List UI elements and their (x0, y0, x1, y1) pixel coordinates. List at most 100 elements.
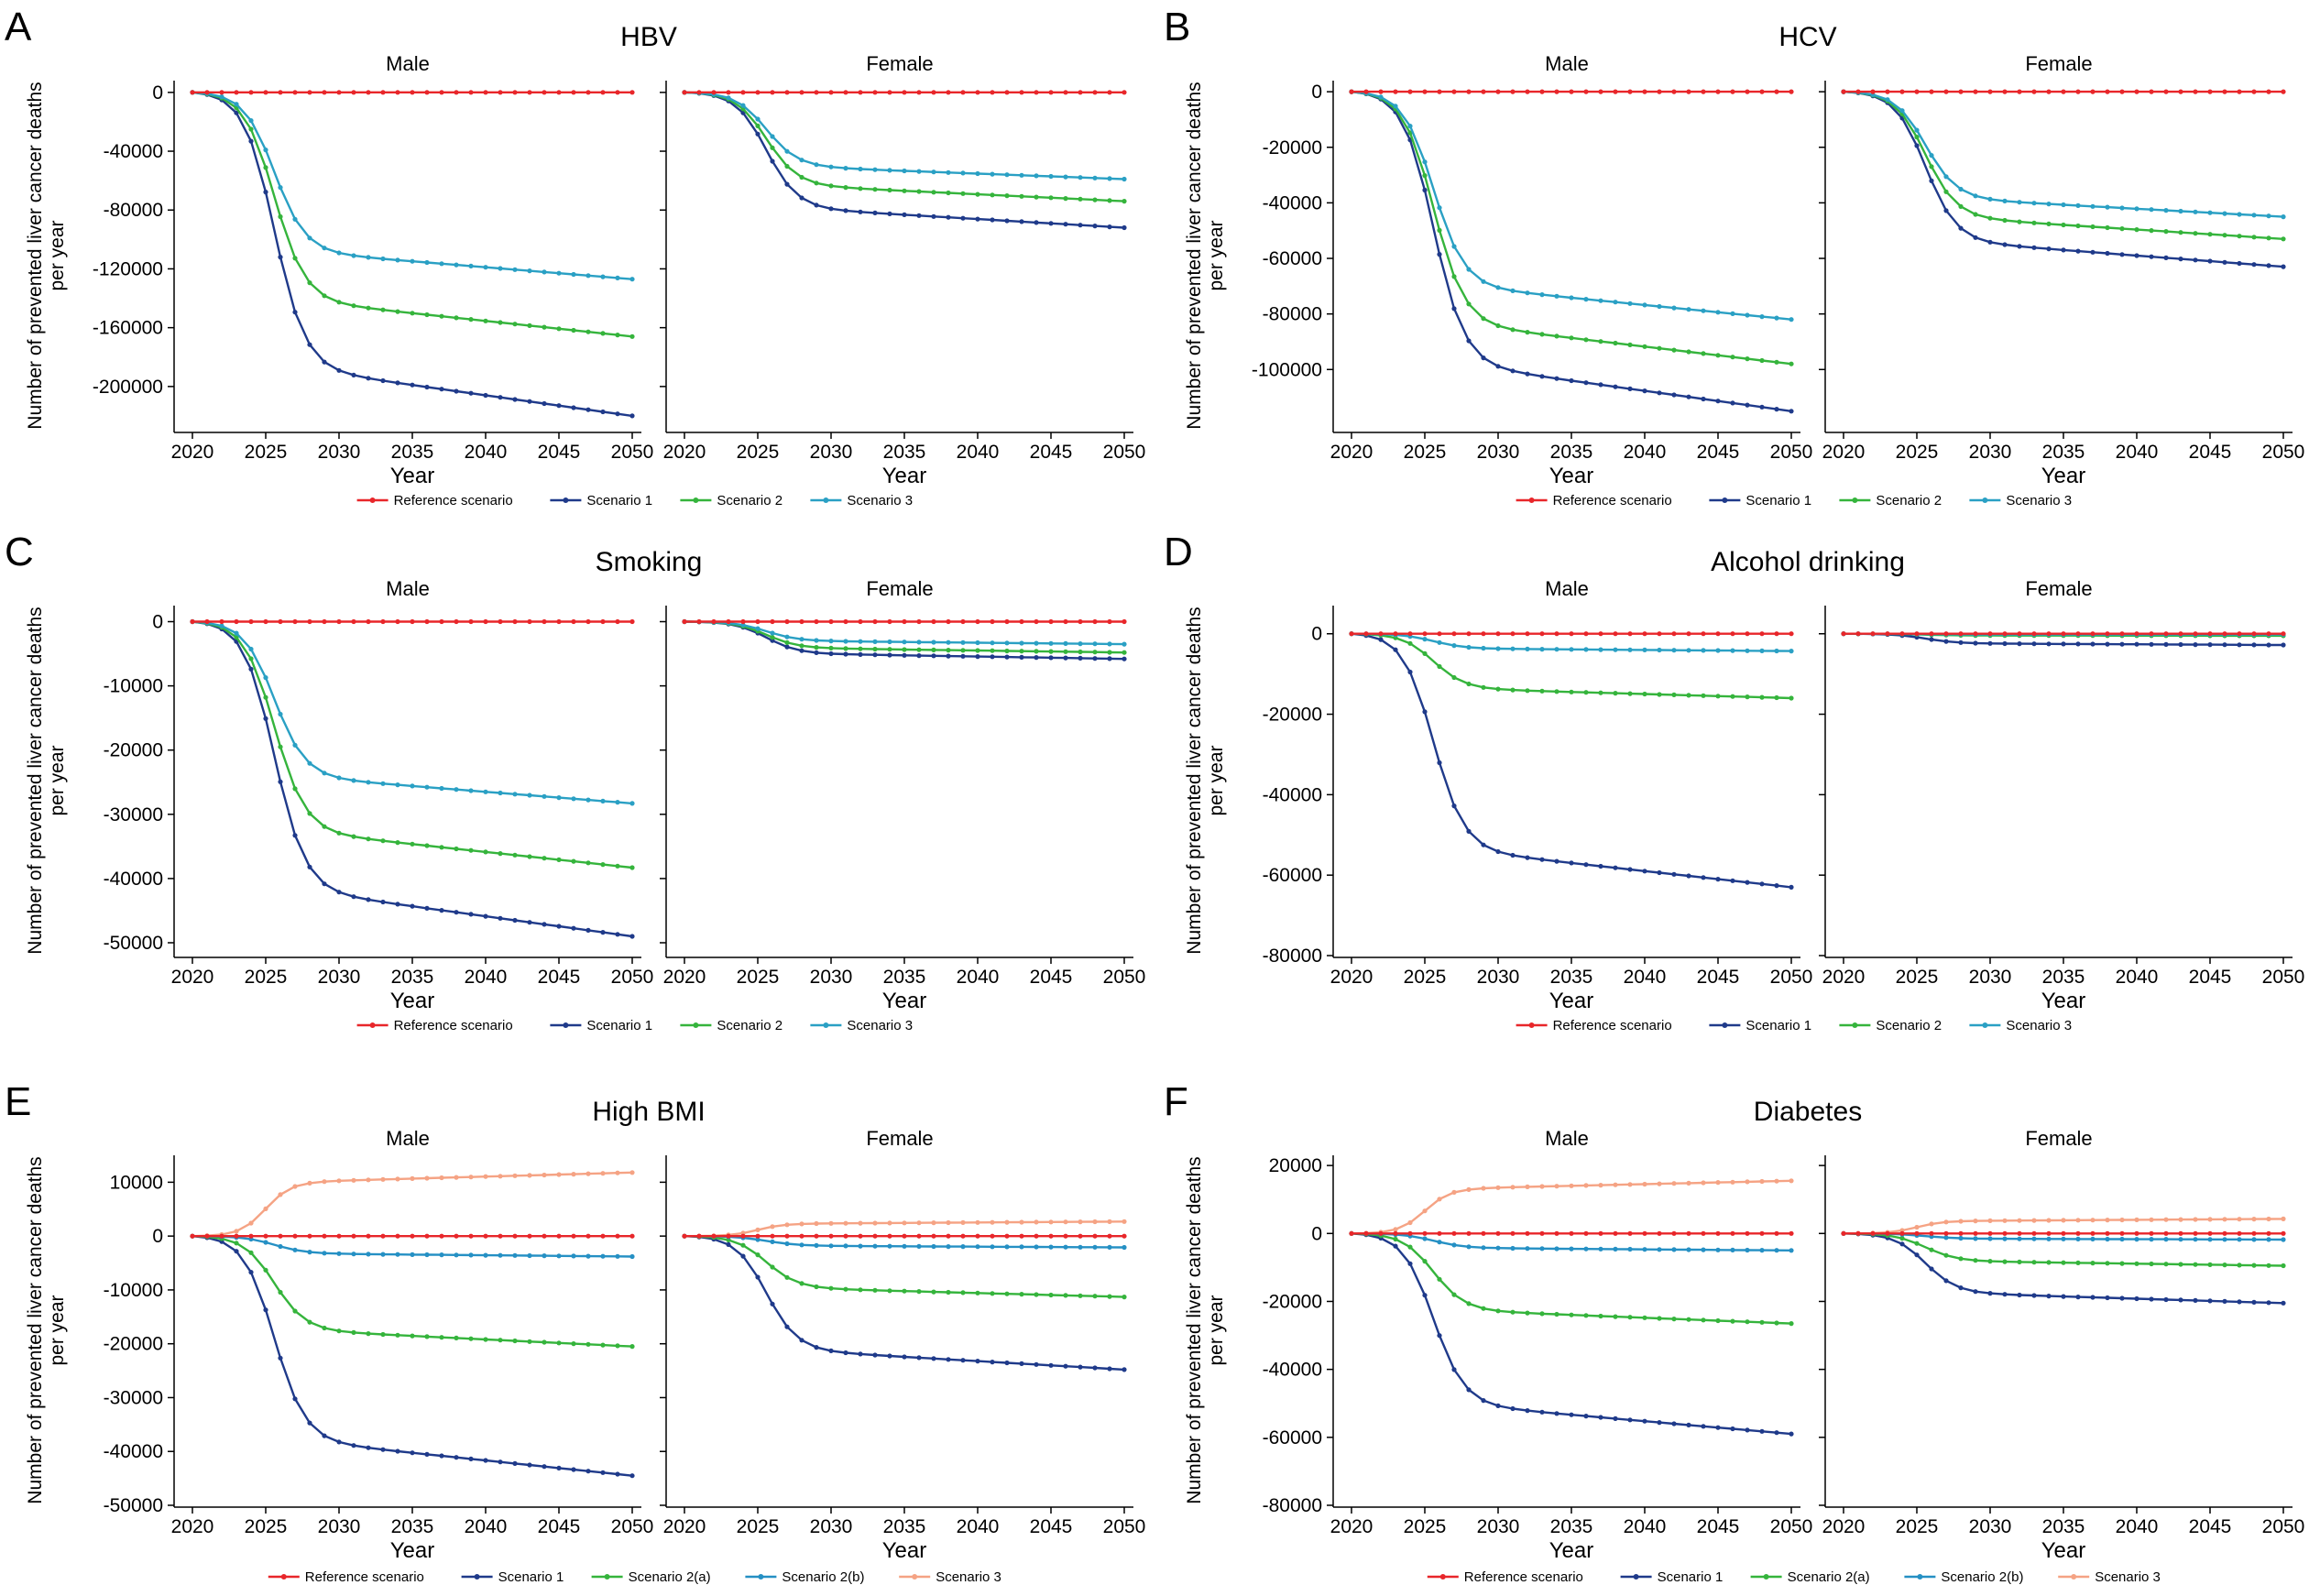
legend-label: Scenario 2(b) (1941, 1569, 2023, 1585)
data-point-reference (219, 90, 224, 95)
data-point-s2 (1759, 694, 1765, 700)
data-point-s3peach (542, 1172, 547, 1178)
data-point-s3 (1554, 293, 1559, 299)
facet-male: Male0-20000-40000-60000-80000-1000002020… (1252, 52, 1812, 488)
x-tick-label: 2045 (1697, 967, 1740, 988)
data-point-s3peach (263, 1206, 268, 1211)
data-point-s2 (2207, 1262, 2213, 1267)
data-point-s3peach (1407, 1219, 1413, 1226)
data-point-s2 (872, 646, 878, 652)
series-line-s1 (1351, 632, 1792, 889)
x-axis-label: Year (2041, 464, 2086, 488)
data-point-reference (1122, 1233, 1127, 1239)
data-point-s1 (1481, 355, 1486, 361)
data-point-s1 (542, 1464, 547, 1470)
data-point-s3peach (799, 1221, 804, 1227)
data-point-s3 (2237, 212, 2242, 217)
data-point-s1 (351, 1443, 356, 1448)
data-point-s3peach (1627, 1182, 1633, 1187)
data-point-reference (872, 1233, 878, 1239)
data-point-s2 (585, 860, 591, 866)
facet-label: Female (866, 577, 933, 600)
data-point-reference (2134, 89, 2139, 94)
data-point-reference (571, 618, 576, 625)
data-point-s2b (2002, 1236, 2008, 1241)
data-point-reference (1671, 631, 1677, 637)
data-point-s2 (1048, 649, 1054, 654)
x-tick-label: 2025 (737, 442, 780, 463)
data-point-s2 (1914, 1241, 1920, 1246)
data-point-reference (1987, 631, 1993, 637)
data-point-s3peach (351, 1177, 356, 1183)
data-point-s3 (755, 116, 761, 122)
data-point-reference (1437, 1230, 1442, 1236)
data-point-reference (556, 90, 562, 95)
data-point-s1 (1929, 178, 1934, 183)
data-point-reference (454, 90, 459, 95)
data-point-reference (2061, 89, 2066, 94)
x-tick-label: 2035 (2042, 442, 2085, 463)
y-tick-label: 0 (152, 1226, 163, 1247)
data-point-reference (931, 1233, 936, 1239)
data-point-s2b (1481, 1245, 1486, 1251)
facet-label: Female (2025, 52, 2092, 75)
x-tick-label: 2040 (465, 442, 508, 463)
data-point-s2 (439, 313, 444, 319)
y-tick-label: -200000 (93, 377, 163, 398)
data-point-reference (204, 90, 210, 95)
data-point-s2 (1495, 686, 1501, 692)
data-point-s3peach (916, 1220, 922, 1226)
data-point-s2 (990, 648, 995, 653)
series-line-s2 (1351, 632, 1792, 700)
data-point-s3peach (1759, 1178, 1765, 1185)
data-point-s2 (2061, 222, 2066, 228)
x-tick-label: 2025 (245, 967, 288, 988)
data-point-reference (1063, 618, 1068, 625)
data-point-reference (1004, 90, 1010, 95)
data-point-reference (204, 1233, 210, 1239)
data-point-s2 (571, 1341, 576, 1347)
data-point-s1 (1987, 1291, 1993, 1296)
data-point-s2 (1627, 691, 1633, 696)
data-point-s1 (1987, 640, 1993, 646)
facet-label: Male (1545, 1127, 1589, 1150)
data-point-reference (527, 1233, 532, 1239)
data-point-s1 (1943, 208, 1949, 213)
data-point-s2 (2075, 223, 2081, 229)
data-point-s1 (1510, 852, 1516, 858)
data-point-s1 (1525, 1408, 1530, 1414)
data-point-s1 (600, 409, 606, 415)
data-point-s2 (1004, 193, 1010, 199)
data-point-s3 (1943, 174, 1949, 180)
data-point-s3 (1048, 640, 1054, 646)
data-point-reference (1899, 631, 1905, 637)
data-point-reference (975, 618, 980, 625)
data-point-s1 (2134, 1295, 2139, 1302)
x-tick-label: 2020 (1330, 1516, 1373, 1537)
data-point-s3 (571, 271, 576, 278)
data-point-s1 (2178, 641, 2183, 648)
data-point-s3 (1422, 637, 1428, 642)
legend-label: Scenario 2(a) (1788, 1569, 1870, 1585)
data-point-reference (439, 90, 444, 95)
data-point-s3peach (307, 1180, 312, 1186)
data-point-s2 (2251, 1263, 2257, 1268)
data-point-reference (2119, 631, 2125, 637)
data-point-s2 (1422, 1259, 1428, 1264)
panel-title: HCV (1778, 22, 1836, 52)
data-point-s1 (887, 211, 892, 216)
data-point-reference (1943, 1230, 1949, 1236)
data-point-s3 (322, 246, 327, 251)
data-point-s2b (2237, 1237, 2242, 1242)
data-point-s2 (960, 1290, 966, 1295)
data-point-reference (248, 618, 254, 625)
data-point-s1 (585, 407, 591, 412)
data-point-s1 (2061, 1294, 2066, 1299)
data-point-s1 (858, 1351, 863, 1357)
data-point-reference (2134, 1230, 2139, 1236)
data-point-s1 (2105, 641, 2110, 647)
data-point-reference (784, 1233, 790, 1239)
data-point-s3peach (1958, 1219, 1964, 1224)
data-point-reference (1598, 89, 1603, 94)
